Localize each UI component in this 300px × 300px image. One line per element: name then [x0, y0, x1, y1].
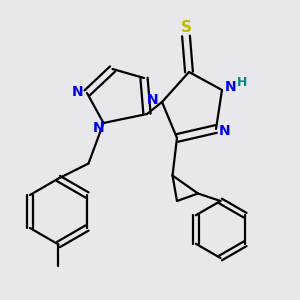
- Text: N: N: [219, 124, 231, 138]
- Text: N: N: [225, 80, 237, 94]
- Text: N: N: [72, 85, 84, 98]
- Text: N: N: [92, 122, 104, 135]
- Text: N: N: [147, 93, 159, 106]
- Text: S: S: [181, 20, 192, 35]
- Text: H: H: [237, 76, 248, 89]
